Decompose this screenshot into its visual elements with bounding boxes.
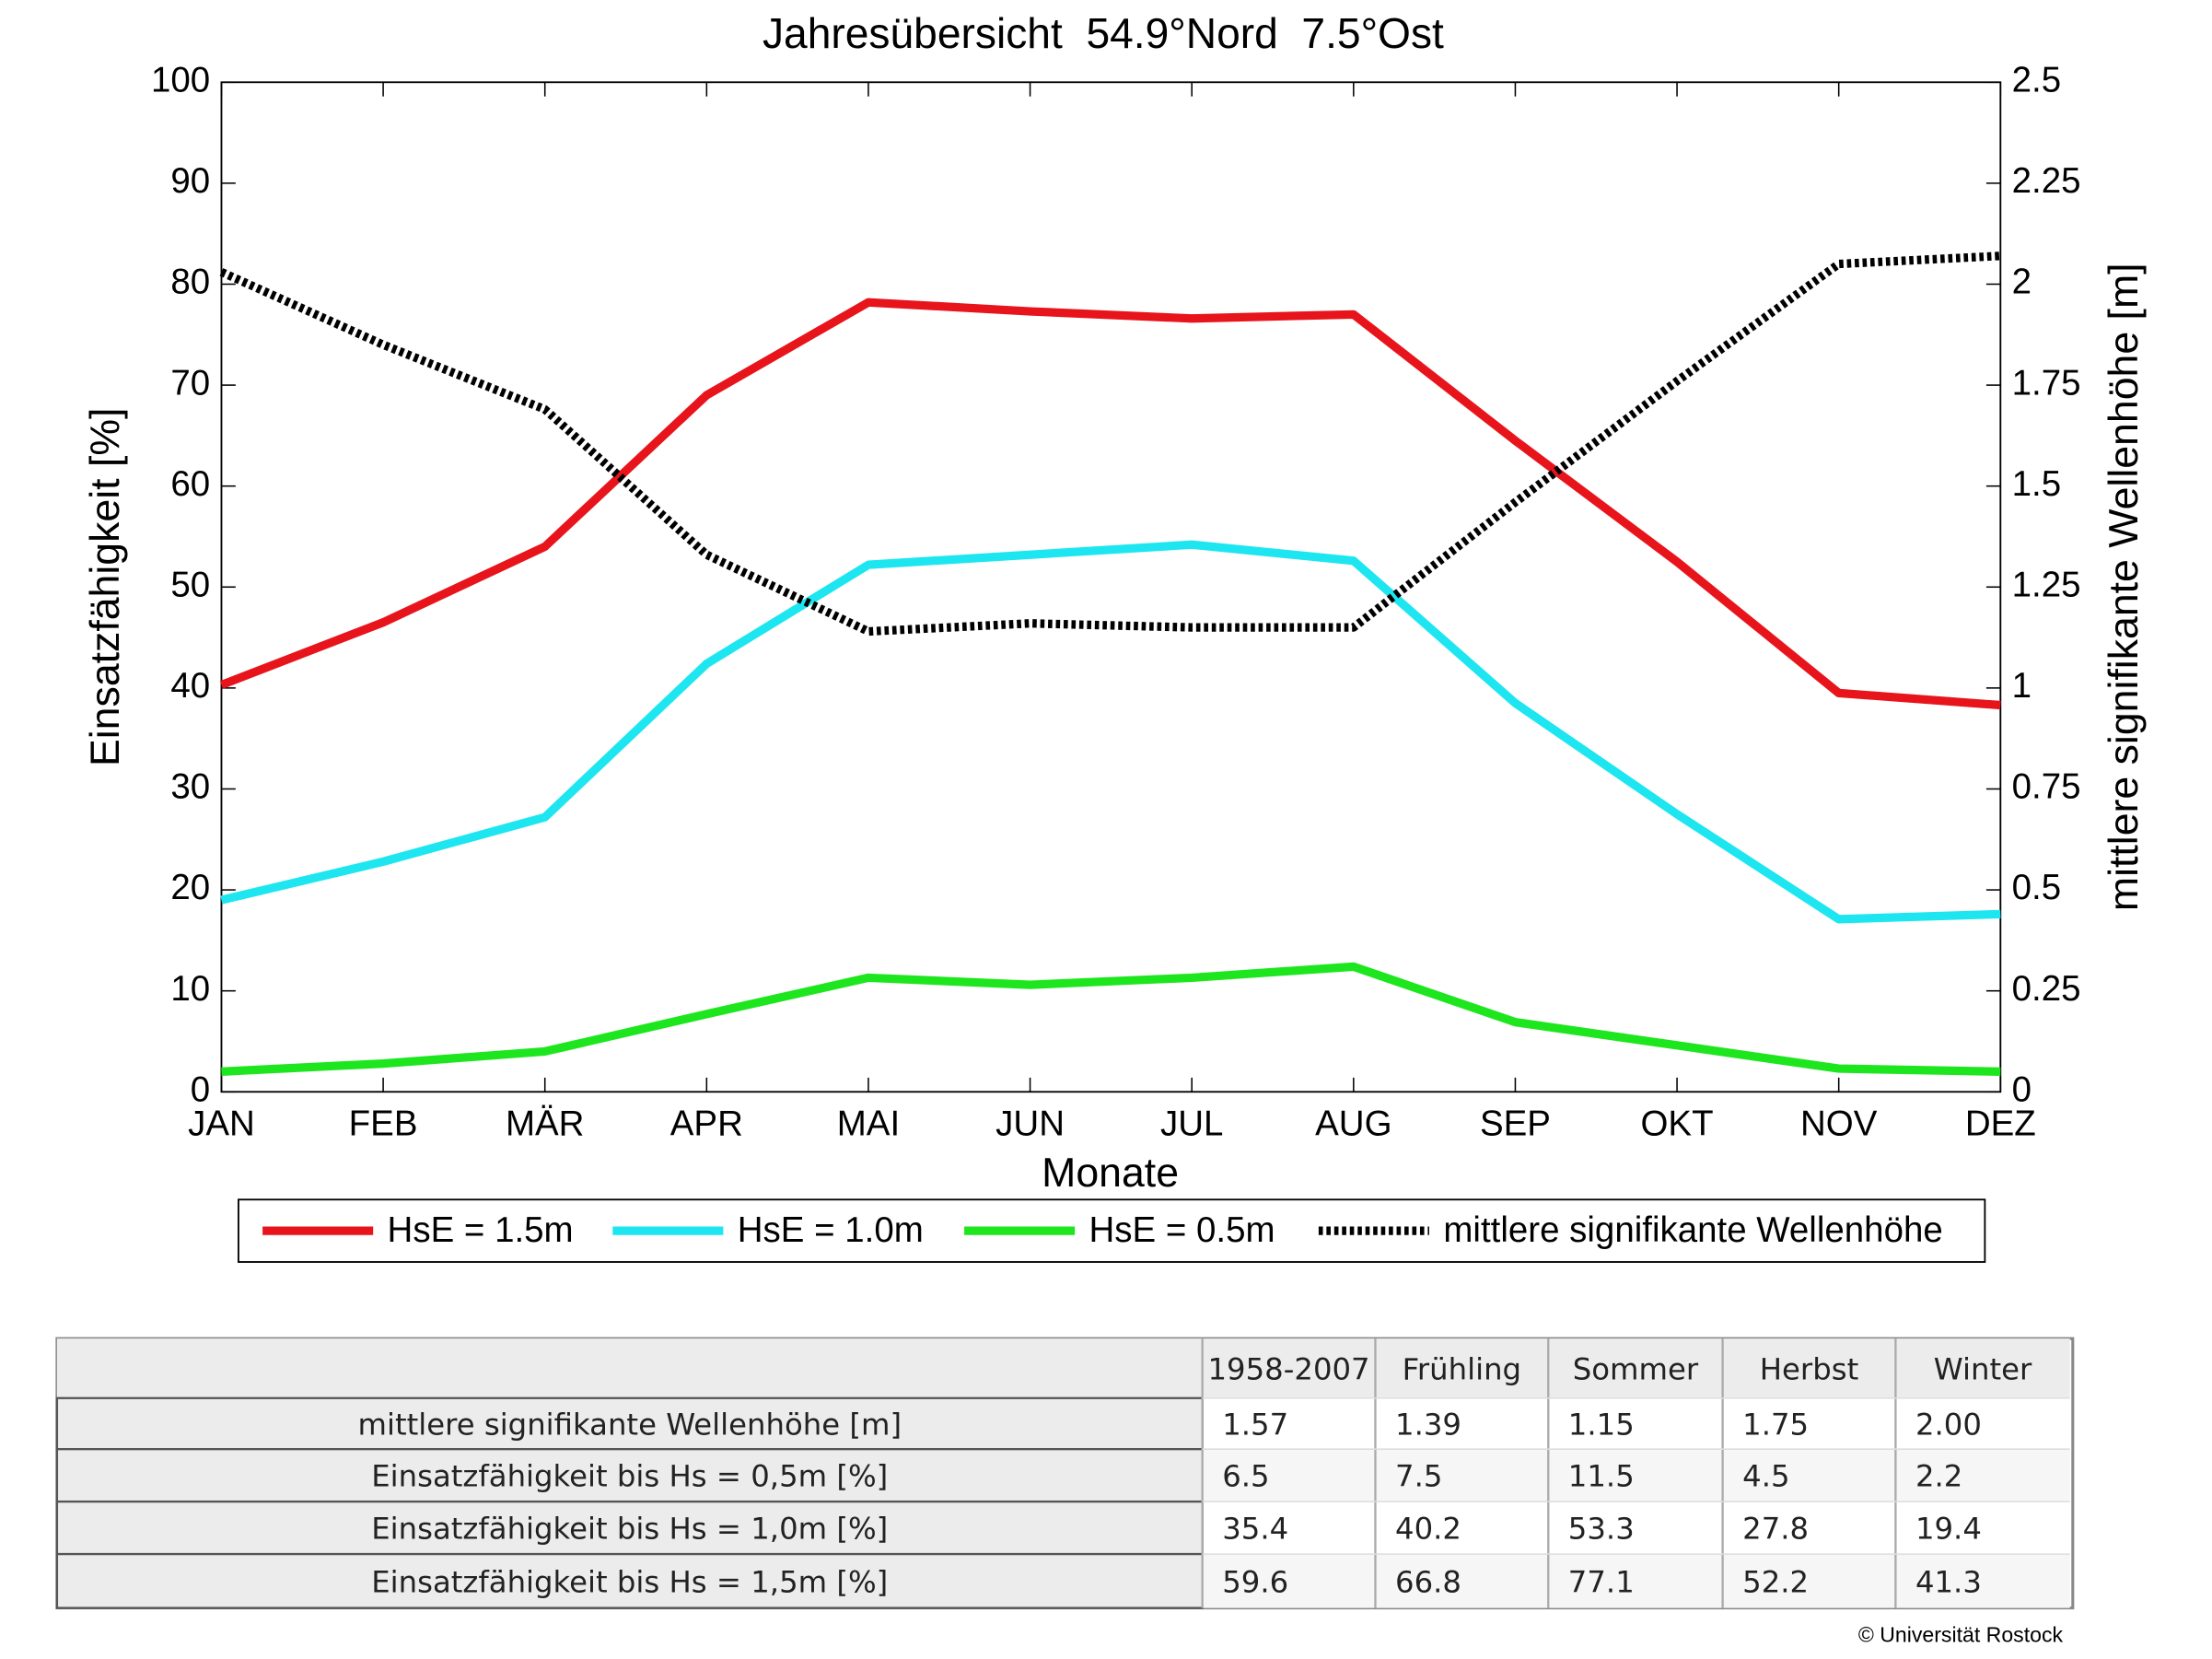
legend-label: HsE = 1.5m <box>388 1210 574 1250</box>
y2-tick-label: 0.5 <box>2012 868 2061 907</box>
legend-label: mittlere signifikante Wellenhöhe <box>1443 1210 1942 1250</box>
y2-tick-label: 2.25 <box>2012 161 2081 201</box>
cell: 66.8 <box>1395 1564 1461 1599</box>
y-tick-label: 40 <box>170 666 210 706</box>
row-label: Einsatzfähigkeit bis Hs = 0,5m [%] <box>371 1459 888 1494</box>
y-tick-label: 50 <box>170 565 210 604</box>
footer: © Universität Rostock <box>1858 1622 2064 1646</box>
cell: 53.3 <box>1568 1512 1635 1547</box>
legend-label: HsE = 0.5m <box>1089 1210 1275 1250</box>
y2-tick-label: 2 <box>2012 263 2032 302</box>
y-axis-label: Einsatzfähigkeit [%] <box>83 408 128 766</box>
cell: 27.8 <box>1742 1512 1809 1547</box>
x-tick-label: JUL <box>1160 1104 1223 1143</box>
dotted-line <box>219 251 2001 637</box>
x-tick-label: OKT <box>1641 1104 1714 1143</box>
plot-frame <box>220 81 2002 1093</box>
cell: 1.15 <box>1568 1408 1635 1443</box>
cell: 1.39 <box>1395 1408 1461 1443</box>
legend-box <box>238 1198 1986 1263</box>
y-tick-label: 100 <box>151 60 210 99</box>
chart-title: Jahresübersicht 54.9°Nord 7.5°Ost <box>763 9 1444 57</box>
cell: 2.00 <box>1915 1408 1982 1443</box>
column-header: Winter <box>1934 1352 2032 1387</box>
cell: 41.3 <box>1915 1564 1982 1599</box>
y-tick-label: 0 <box>191 1069 210 1109</box>
y2-axis-label: mittlere signifikante Wellenhöhe [m] <box>2101 263 2147 911</box>
column-header: 1958-2007 <box>1208 1352 1370 1387</box>
x-tick-label: NOV <box>1800 1104 1878 1143</box>
cell: 35.4 <box>1222 1512 1288 1547</box>
y-tick-label: 30 <box>170 767 210 807</box>
y-tick-label: 90 <box>170 161 210 201</box>
y2-tick-label: 2.5 <box>2012 60 2061 99</box>
line <box>221 962 2001 1076</box>
cell: 59.6 <box>1222 1564 1288 1599</box>
y2-tick-label: 1 <box>2012 666 2032 706</box>
row-label: Einsatzfähigkeit bis Hs = 1,5m [%] <box>371 1564 888 1599</box>
y2-tick-label: 1.75 <box>2012 363 2081 403</box>
y-tick-label: 80 <box>170 263 210 302</box>
column-header: Sommer <box>1573 1352 1699 1387</box>
y2-tick-label: 0.75 <box>2012 767 2081 807</box>
cell: 4.5 <box>1742 1459 1789 1494</box>
cell: 6.5 <box>1222 1459 1269 1494</box>
row-stripe <box>1202 1449 2070 1502</box>
column-header: Herbst <box>1760 1352 1858 1387</box>
y2-tick-label: 0 <box>2012 1069 2032 1109</box>
y-tick-label: 70 <box>170 363 210 403</box>
x-tick-label: JUN <box>995 1104 1065 1143</box>
x-tick-label: AUG <box>1315 1104 1391 1143</box>
cell: 2.2 <box>1915 1459 1962 1494</box>
x-tick-label: FEB <box>349 1104 418 1143</box>
y-tick-label: 10 <box>170 969 210 1009</box>
x-tick-label: MÄR <box>506 1104 584 1143</box>
row-label-bg <box>55 1396 1204 1451</box>
cell: 52.2 <box>1742 1564 1809 1599</box>
cell: 1.57 <box>1222 1408 1288 1443</box>
x-tick-label: MAI <box>837 1104 900 1143</box>
table: 1958-2007 Frühling Sommer Herbst Winter mittl… <box>55 1337 2075 1610</box>
cell: 11.5 <box>1568 1459 1635 1494</box>
cell: 40.2 <box>1395 1512 1461 1547</box>
column-header: Frühling <box>1403 1352 1521 1387</box>
x-axis-label: Monate <box>1042 1151 1179 1196</box>
table-header-bg <box>56 1338 2070 1398</box>
line <box>219 298 2001 710</box>
cell: 1.75 <box>1742 1408 1809 1443</box>
cell: 7.5 <box>1395 1459 1442 1494</box>
x-tick-label: DEZ <box>1965 1104 2036 1143</box>
legend-label: HsE = 1.0m <box>738 1210 924 1250</box>
y-tick-label: 20 <box>170 868 210 907</box>
y2-tick-label: 0.25 <box>2012 969 2081 1009</box>
row-label: mittlere signifikante Wellenhöhe [m] <box>358 1408 902 1443</box>
x-tick-label: SEP <box>1480 1104 1551 1143</box>
x-tick-label: JAN <box>188 1104 255 1143</box>
x-tick-label: APR <box>670 1104 743 1143</box>
cell: 19.4 <box>1915 1512 1982 1547</box>
y2-tick-label: 1.5 <box>2012 464 2061 504</box>
row-label: Einsatzfähigkeit bis Hs = 1,0m [%] <box>371 1512 888 1547</box>
row-label-bg <box>55 1552 1204 1609</box>
cell: 77.1 <box>1568 1564 1635 1599</box>
line <box>220 540 2001 924</box>
y2-tick-label: 1.25 <box>2012 565 2081 604</box>
row-stripe <box>1202 1554 2070 1608</box>
y-tick-label: 60 <box>170 464 210 504</box>
